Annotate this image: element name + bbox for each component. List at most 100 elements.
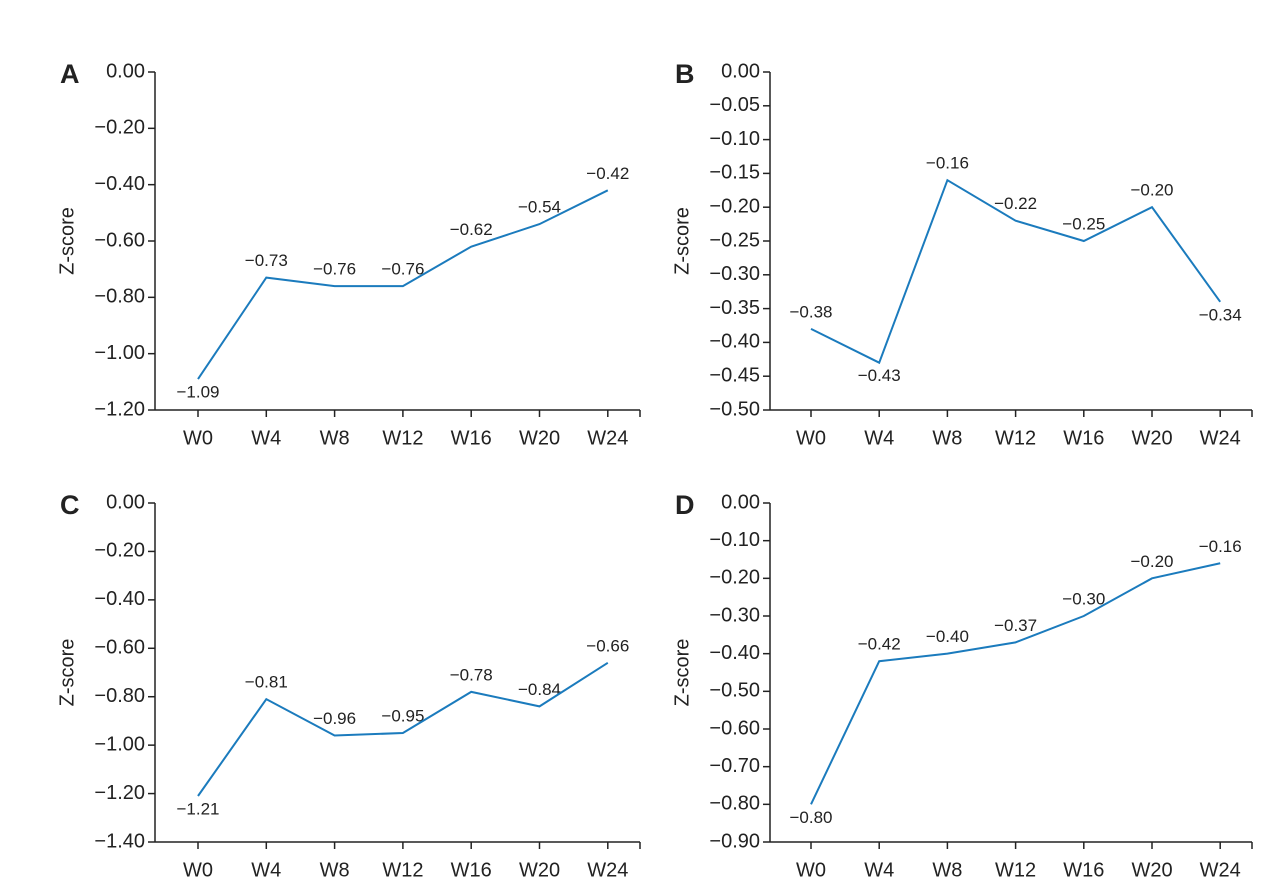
y-tick-label: 0.00 [721,60,760,82]
data-line [197,661,609,797]
x-tick-label: W4 [864,427,894,449]
data-label: −0.76 [381,260,424,279]
data-label: −0.40 [926,627,969,646]
x-tick-label: W0 [796,859,826,881]
data-line [197,189,609,380]
x-tick-label: W16 [451,427,492,449]
y-tick-label: −1.20 [94,398,145,420]
y-tick-label: −0.10 [709,128,760,150]
y-tick-label: −0.25 [709,229,760,251]
x-tick-label: W4 [251,427,281,449]
data-label: −0.43 [858,366,901,385]
x-tick-label: W24 [587,427,628,449]
x-tick-label: W20 [519,427,560,449]
y-tick-label: 0.00 [106,491,145,513]
y-tick-label: 0.00 [721,491,760,513]
data-label: −0.73 [245,251,288,270]
data-label: −0.42 [586,164,629,183]
x-tick-label: W12 [995,859,1036,881]
y-tick-label: −0.60 [94,229,145,251]
y-tick-label: −0.80 [709,793,760,815]
panel-label: C [60,490,80,520]
x-tick-label: W8 [932,859,962,881]
data-label: −0.95 [381,707,424,726]
y-axis-label: Z-score [671,639,693,707]
data-label: −0.22 [994,194,1037,213]
x-tick-label: W4 [864,859,894,881]
y-tick-label: −1.40 [94,830,145,852]
x-tick-label: W0 [183,859,213,881]
data-label: −0.25 [1062,214,1105,233]
y-tick-label: −0.45 [709,364,760,386]
data-label: −0.54 [518,198,561,217]
y-tick-label: −0.20 [709,195,760,217]
x-tick-label: W24 [1200,859,1241,881]
y-tick-label: 0.00 [106,60,145,82]
y-tick-label: −0.90 [709,830,760,852]
y-tick-label: −0.15 [709,162,760,184]
data-label: −0.16 [926,154,969,173]
y-tick-label: −0.20 [94,540,145,562]
y-tick-label: −0.20 [709,567,760,589]
y-tick-label: −1.00 [94,733,145,755]
y-tick-label: −0.30 [709,263,760,285]
y-tick-label: −0.60 [94,637,145,659]
x-tick-label: W8 [320,427,350,449]
x-tick-label: W8 [932,427,962,449]
y-tick-label: −0.40 [709,642,760,664]
x-tick-label: W20 [519,859,560,881]
x-tick-label: W12 [995,427,1036,449]
data-label: −0.16 [1199,537,1242,556]
data-label: −1.09 [176,383,219,402]
x-tick-label: W16 [451,859,492,881]
data-label: −0.84 [518,680,561,699]
data-label: −0.80 [789,808,832,827]
x-tick-label: W12 [382,427,423,449]
y-tick-label: −0.10 [709,529,760,551]
y-tick-label: −0.80 [94,685,145,707]
y-axis-label: Z-score [671,207,693,275]
data-label: −0.78 [450,665,493,684]
data-label: −0.62 [450,220,493,239]
data-label: −0.20 [1130,181,1173,200]
data-label: −0.66 [586,636,629,655]
data-label: −0.37 [994,616,1037,635]
x-tick-label: W24 [587,859,628,881]
y-tick-label: −0.40 [94,173,145,195]
x-tick-label: W8 [320,859,350,881]
data-label: −0.81 [245,673,288,692]
x-tick-label: W0 [183,427,213,449]
y-tick-label: −1.20 [94,782,145,804]
x-tick-label: W24 [1200,427,1241,449]
x-tick-label: W16 [1063,859,1104,881]
data-label: −0.30 [1062,589,1105,608]
data-label: −1.21 [176,799,219,818]
panel-label: A [60,59,80,89]
data-label: −0.34 [1199,305,1242,324]
x-tick-label: W4 [251,859,281,881]
y-tick-label: −0.40 [94,588,145,610]
y-tick-label: −0.05 [709,94,760,116]
y-tick-label: −0.35 [709,297,760,319]
y-axis-label: Z-score [56,207,78,275]
x-tick-label: W12 [382,859,423,881]
data-line [810,562,1221,805]
data-label: −0.20 [1130,552,1173,571]
x-tick-label: W16 [1063,427,1104,449]
y-tick-label: −0.20 [94,117,145,139]
y-tick-label: −1.00 [94,342,145,364]
y-tick-label: −0.60 [709,717,760,739]
y-axis-label: Z-score [56,639,78,707]
data-label: −0.38 [789,302,832,321]
panel-label: D [675,490,695,520]
data-label: −0.96 [313,709,356,728]
data-line [810,178,1222,365]
y-tick-label: −0.70 [709,755,760,777]
y-tick-label: −0.30 [709,604,760,626]
y-tick-label: −0.40 [709,331,760,353]
x-tick-label: W20 [1131,859,1172,881]
y-tick-label: −0.50 [709,398,760,420]
y-tick-label: −0.80 [94,286,145,308]
data-label: −0.42 [858,635,901,654]
